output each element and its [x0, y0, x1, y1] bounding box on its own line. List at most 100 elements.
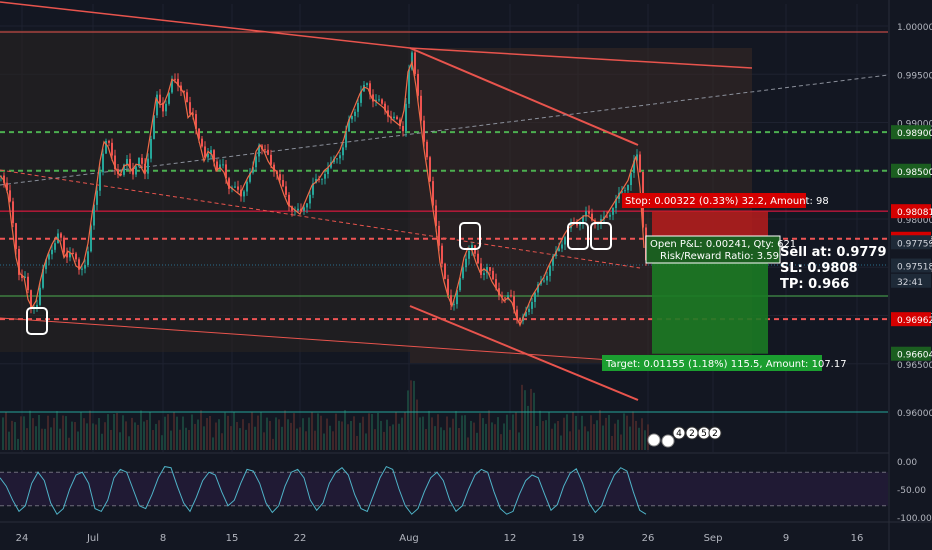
volume-bar	[551, 428, 553, 450]
candle-body	[402, 125, 404, 132]
candle-body	[84, 265, 86, 269]
price-axis[interactable]: 1.00000 0.99500 0.99000 0.98500 0.98000 0.975…	[888, 0, 932, 550]
volume-bar	[368, 413, 370, 450]
event-flag-icon[interactable]	[661, 434, 675, 448]
candle-body	[63, 237, 65, 253]
candle-body	[399, 119, 401, 126]
volume-bar	[302, 418, 304, 450]
volume-bar	[32, 418, 34, 450]
volume-bar	[371, 413, 373, 450]
candle-body	[321, 178, 323, 180]
price-tag: 0.97518	[897, 263, 932, 273]
event-badges[interactable]: 4 2 5 2	[647, 426, 722, 448]
volume-bar	[386, 419, 388, 450]
candle-body	[150, 138, 152, 159]
volume-bar	[530, 388, 532, 450]
take-profit-text: TP: 0.966	[780, 277, 849, 292]
volume-bar	[254, 426, 256, 450]
volume-bar	[191, 414, 193, 450]
volume-bar	[89, 410, 91, 450]
candle-body	[189, 102, 191, 114]
candle-body	[141, 157, 143, 164]
candle-body	[297, 208, 299, 211]
volume-bar	[176, 416, 178, 450]
volume-bar	[446, 416, 448, 450]
candle-body	[417, 73, 419, 96]
volume-bar	[467, 437, 469, 450]
volume-bar	[377, 412, 379, 450]
volume-bar	[56, 411, 58, 450]
candle-body	[93, 204, 95, 226]
volume-bar	[68, 437, 70, 450]
volume-bar	[230, 426, 232, 450]
volume-bar	[227, 415, 229, 450]
time-axis[interactable]: 24 Jul 8 15 22 Aug 12 19 26 Sep 9 16	[0, 521, 932, 544]
candle-body	[519, 317, 521, 321]
candle-body	[165, 103, 167, 112]
candle-body	[60, 233, 62, 238]
volume-bar	[521, 384, 523, 450]
volume-bar	[38, 414, 40, 450]
candle-body	[453, 304, 455, 306]
candle-body	[459, 278, 461, 291]
candle-body	[510, 295, 512, 297]
volume-bar	[482, 418, 484, 450]
volume-bar	[284, 410, 286, 450]
volume-bar	[572, 411, 574, 450]
price-tag: 0.96962	[897, 316, 932, 326]
candle-body	[72, 252, 74, 254]
candle-body	[432, 181, 434, 206]
pnl-label-group: Open P&L: 0.00241, Qty: 621 Risk/Reward …	[645, 235, 796, 264]
price-tick-label: 0.99500	[897, 71, 932, 81]
candle-body	[609, 214, 611, 217]
volume-bar	[476, 432, 478, 450]
candle-body	[51, 249, 53, 255]
candle-body	[327, 167, 329, 175]
candle-body	[156, 94, 158, 116]
time-tick-label: 15	[226, 533, 239, 544]
event-badge[interactable]	[708, 426, 722, 440]
candle-body	[378, 99, 380, 101]
volume-bar	[350, 420, 352, 450]
candle-body	[465, 258, 467, 268]
volume-bar	[113, 413, 115, 450]
volume-bar	[545, 420, 547, 450]
time-tick-label: 24	[16, 533, 29, 544]
candle-body	[123, 164, 125, 175]
event-flag-icon[interactable]	[647, 433, 661, 447]
volume-bar	[92, 423, 94, 450]
candle-body	[114, 155, 116, 170]
volume-bar	[248, 423, 250, 450]
candle-body	[6, 182, 8, 191]
volume-bar	[593, 424, 595, 450]
volume-bar	[560, 435, 562, 450]
volume-bar	[110, 429, 112, 450]
candle-body	[528, 308, 530, 312]
candle-body	[633, 160, 635, 173]
volume-bar	[590, 415, 592, 450]
volume-bar	[194, 423, 196, 450]
price-tag: 32:41	[897, 278, 923, 288]
pattern-box	[26, 307, 48, 335]
volume-bar	[260, 412, 262, 450]
candle-body	[39, 287, 41, 305]
volume-bar	[404, 411, 406, 450]
oscillator-tick-label: -100.00	[897, 514, 932, 524]
moving-average-path	[0, 60, 645, 327]
candle-body	[243, 191, 245, 197]
risk-zone	[652, 211, 768, 239]
price-tag: 0.96604	[897, 351, 932, 361]
candle-body	[534, 292, 536, 302]
event-badge[interactable]	[672, 426, 686, 440]
candle-body	[54, 243, 56, 250]
pnl-label-line2: Risk/Reward Ratio: 3.59	[660, 251, 779, 262]
volume-bar	[587, 431, 589, 450]
candle-body	[420, 95, 422, 121]
time-tick-label: Jul	[86, 533, 99, 544]
price-tag-bg	[891, 204, 931, 219]
candle-body	[255, 156, 257, 168]
candle-body	[282, 180, 284, 187]
candle-body	[213, 150, 215, 162]
volume-bar	[209, 416, 211, 450]
volume-bar	[557, 420, 559, 450]
